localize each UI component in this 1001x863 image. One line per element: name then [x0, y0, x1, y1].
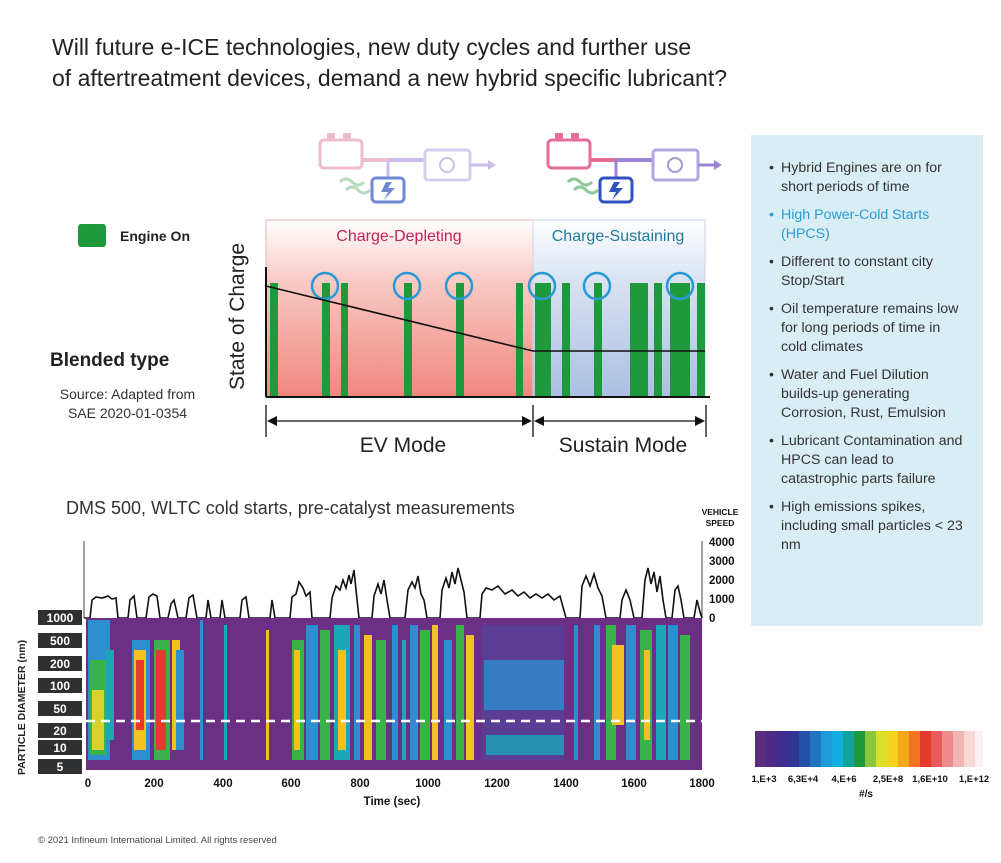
speed-tick: 3000	[709, 556, 735, 568]
diameter-tick: 5	[57, 760, 64, 774]
info-bullet-list: Hybrid Engines are on for short periods …	[769, 159, 967, 555]
info-bullet-highlighted: High Power-Cold Starts (HPCS)	[769, 206, 967, 244]
sustain-mode-label: Sustain Mode	[559, 434, 687, 457]
colorbar-tick: 1,E+3	[751, 774, 776, 785]
time-tick: 800	[350, 778, 369, 790]
engine-on-bar	[594, 283, 602, 396]
soc-y-label: State of Charge	[226, 243, 249, 390]
hpcs-markers	[310, 271, 695, 301]
hpcs-circle	[392, 271, 422, 301]
engine-on-bar	[341, 283, 348, 396]
time-tick: 1400	[553, 778, 579, 790]
colorbar-tick: 1,E+12	[959, 774, 989, 785]
speed-tick: 2000	[709, 575, 735, 587]
legend-swatch	[78, 224, 106, 247]
speed-tick: 0	[709, 613, 715, 625]
vehicle-speed-label-2: SPEED	[706, 518, 735, 528]
engine-on-bar	[630, 283, 648, 396]
diameter-tick: 10	[53, 741, 67, 755]
engine-on-bar	[516, 283, 523, 396]
vehicle-speed-trace	[84, 567, 703, 619]
diameter-tick: 100	[50, 679, 70, 693]
speed-tick: 4000	[709, 537, 735, 549]
charge-depleting-label: Charge-Depleting	[336, 228, 461, 245]
diameter-axis-label: PARTICLE DIAMETER (nm)	[16, 640, 28, 775]
engine-on-bar	[654, 283, 662, 396]
colorbar-tick-labels: 1,E+3 6,3E+4 4,E+6 2,5E+8 1,6E+10 1,E+12	[751, 774, 989, 785]
info-bullet: Oil temperature remains low for long per…	[769, 300, 967, 357]
time-tick: 200	[144, 778, 163, 790]
hpcs-circle	[582, 271, 612, 301]
state-of-charge-line	[265, 285, 705, 352]
engine-on-bar	[562, 283, 570, 396]
engine-on-legend: Engine On	[78, 224, 190, 247]
hpcs-circle	[527, 271, 557, 301]
diameter-tick: 1000	[47, 611, 74, 625]
vehicle-speed-label-1: VEHICLE	[702, 507, 739, 517]
engine-on-bar	[456, 283, 464, 396]
hybrid-powertrain-icon-active	[546, 133, 722, 204]
diameter-tick: 50	[53, 702, 67, 716]
legend-label: Engine On	[120, 227, 190, 244]
colorbar-unit: #/s	[859, 789, 873, 800]
speed-tick: 1000	[709, 594, 735, 606]
time-tick: 600	[281, 778, 300, 790]
diameter-tick: 20	[53, 724, 67, 738]
info-bullet: Lubricant Contamination and HPCS can lea…	[769, 432, 967, 489]
diameter-tick: 500	[50, 634, 70, 648]
speed-tick-labels: 4000 3000 2000 1000 0	[709, 537, 735, 625]
info-bullet: Water and Fuel Dilution builds-up genera…	[769, 366, 967, 423]
blended-type-label: Blended type	[50, 350, 170, 371]
time-tick: 1800	[689, 778, 715, 790]
engine-on-bar	[404, 283, 412, 396]
info-bullet: Hybrid Engines are on for short periods …	[769, 159, 967, 197]
time-tick: 1000	[415, 778, 441, 790]
charge-sustaining-label: Charge-Sustaining	[552, 228, 685, 245]
colorbar-tick: 4,E+6	[831, 774, 856, 785]
time-tick: 400	[213, 778, 232, 790]
colorbar-tick: 2,5E+8	[873, 774, 903, 785]
concentration-colorbar	[755, 731, 983, 767]
time-tick-labels: 0 200 400 600 800 1000 1200 1400 1600 18…	[85, 778, 715, 790]
slide-title: Will future e-ICE technologies, new duty…	[52, 32, 812, 94]
dms-chart-title: DMS 500, WLTC cold starts, pre-catalyst …	[66, 498, 515, 518]
copyright-footer: © 2021 Infineum International Limited. A…	[38, 835, 277, 846]
source-line-1: Source: Adapted from	[59, 386, 196, 402]
hybrid-powertrain-icon	[318, 133, 496, 204]
engine-on-bar	[670, 283, 690, 396]
hpcs-circle	[310, 271, 340, 301]
arrow-heads	[267, 416, 705, 426]
hpcs-circle	[665, 271, 695, 301]
title-line-2: of aftertreatment devices, demand a new …	[52, 65, 728, 91]
source-line-2: SAE 2020-01-0354	[67, 405, 188, 421]
engine-on-bar	[697, 283, 705, 396]
source-note: Source: Adapted from SAE 2020-01-0354	[40, 385, 215, 423]
colorbar-tick: 6,3E+4	[788, 774, 819, 785]
diameter-tick-labels: 1000 500 200 100 50 20 10 5	[38, 610, 82, 774]
diameter-tick: 200	[50, 657, 70, 671]
particle-heatmap	[86, 618, 702, 770]
engine-on-bar	[535, 283, 551, 396]
info-bullet: High emissions spikes, including small p…	[769, 498, 967, 555]
time-tick: 0	[85, 778, 91, 790]
engine-on-bars	[270, 283, 705, 396]
ev-mode-label: EV Mode	[360, 434, 446, 457]
colorbar-tick: 1,6E+10	[912, 774, 948, 785]
engine-on-bar	[270, 283, 278, 396]
title-line-1: Will future e-ICE technologies, new duty…	[52, 34, 692, 60]
time-axis-label: Time (sec)	[364, 796, 421, 808]
hpcs-circle	[444, 271, 474, 301]
time-tick: 1600	[621, 778, 647, 790]
info-bullet: Different to constant city Stop/Start	[769, 253, 967, 291]
time-tick: 1200	[484, 778, 510, 790]
info-panel: Hybrid Engines are on for short periods …	[751, 135, 983, 626]
mode-arrows	[265, 405, 707, 437]
engine-on-bar	[322, 283, 330, 396]
charge-depleting-region	[265, 219, 534, 398]
